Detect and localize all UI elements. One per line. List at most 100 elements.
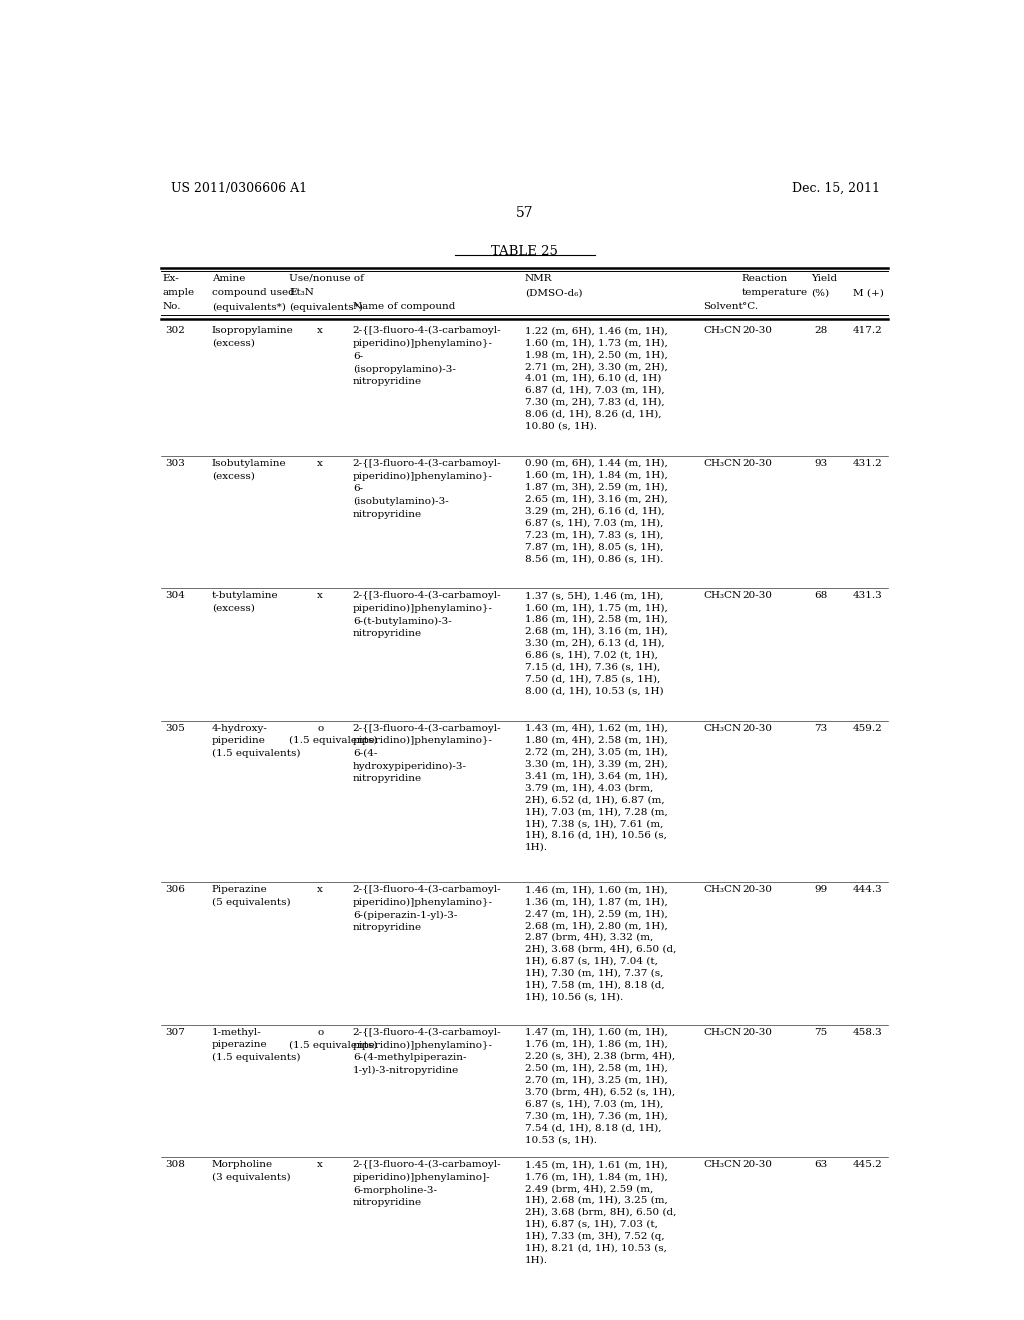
Text: 1-methyl-: 1-methyl- [212, 1028, 261, 1036]
Text: 3.70 (brm, 4H), 6.52 (s, 1H),: 3.70 (brm, 4H), 6.52 (s, 1H), [524, 1088, 675, 1097]
Text: x: x [317, 459, 324, 467]
Text: °C.: °C. [741, 302, 758, 312]
Text: o: o [317, 1028, 324, 1036]
Text: 99: 99 [814, 886, 827, 894]
Text: 1H).: 1H). [524, 1255, 548, 1265]
Text: x: x [317, 886, 324, 894]
Text: (excess): (excess) [212, 603, 255, 612]
Text: piperidino)]phenylamino}-: piperidino)]phenylamino}- [352, 1040, 493, 1049]
Text: 7.50 (d, 1H), 7.85 (s, 1H),: 7.50 (d, 1H), 7.85 (s, 1H), [524, 675, 660, 684]
Text: 6-(t-butylamino)-3-: 6-(t-butylamino)-3- [352, 616, 452, 626]
Text: 20-30: 20-30 [742, 459, 772, 467]
Text: 1H), 8.21 (d, 1H), 10.53 (s,: 1H), 8.21 (d, 1H), 10.53 (s, [524, 1243, 667, 1253]
Text: 7.23 (m, 1H), 7.83 (s, 1H),: 7.23 (m, 1H), 7.83 (s, 1H), [524, 531, 664, 540]
Text: Isobutylamine: Isobutylamine [212, 459, 287, 467]
Text: 2.50 (m, 1H), 2.58 (m, 1H),: 2.50 (m, 1H), 2.58 (m, 1H), [524, 1064, 668, 1073]
Text: 1H), 6.87 (s, 1H), 7.04 (t,: 1H), 6.87 (s, 1H), 7.04 (t, [524, 957, 657, 966]
Text: 2-{[3-fluoro-4-(3-carbamoyl-: 2-{[3-fluoro-4-(3-carbamoyl- [352, 886, 502, 895]
Text: (%): (%) [812, 288, 829, 297]
Text: 444.3: 444.3 [853, 886, 883, 894]
Text: (1.5 equivalents): (1.5 equivalents) [212, 748, 300, 758]
Text: 1H), 7.30 (m, 1H), 7.37 (s,: 1H), 7.30 (m, 1H), 7.37 (s, [524, 969, 664, 978]
Text: 8.00 (d, 1H), 10.53 (s, 1H): 8.00 (d, 1H), 10.53 (s, 1H) [524, 686, 664, 696]
Text: 1H), 6.87 (s, 1H), 7.03 (t,: 1H), 6.87 (s, 1H), 7.03 (t, [524, 1220, 657, 1229]
Text: piperazine: piperazine [212, 1040, 267, 1049]
Text: 445.2: 445.2 [853, 1160, 883, 1170]
Text: 6-: 6- [352, 484, 362, 494]
Text: NMR: NMR [524, 275, 552, 282]
Text: 2.65 (m, 1H), 3.16 (m, 2H),: 2.65 (m, 1H), 3.16 (m, 2H), [524, 495, 668, 503]
Text: 8.06 (d, 1H), 8.26 (d, 1H),: 8.06 (d, 1H), 8.26 (d, 1H), [524, 409, 662, 418]
Text: temperature: temperature [741, 288, 808, 297]
Text: 1.45 (m, 1H), 1.61 (m, 1H),: 1.45 (m, 1H), 1.61 (m, 1H), [524, 1160, 668, 1170]
Text: 1.22 (m, 6H), 1.46 (m, 1H),: 1.22 (m, 6H), 1.46 (m, 1H), [524, 326, 668, 335]
Text: 3.29 (m, 2H), 6.16 (d, 1H),: 3.29 (m, 2H), 6.16 (d, 1H), [524, 507, 665, 515]
Text: piperidino)]phenylamino}-: piperidino)]phenylamino}- [352, 471, 493, 480]
Text: 57: 57 [516, 206, 534, 220]
Text: nitropyridine: nitropyridine [352, 924, 422, 932]
Text: 1.60 (m, 1H), 1.73 (m, 1H),: 1.60 (m, 1H), 1.73 (m, 1H), [524, 338, 668, 347]
Text: 431.2: 431.2 [853, 459, 883, 467]
Text: 6.87 (s, 1H), 7.03 (m, 1H),: 6.87 (s, 1H), 7.03 (m, 1H), [524, 1100, 664, 1109]
Text: 1.86 (m, 1H), 2.58 (m, 1H),: 1.86 (m, 1H), 2.58 (m, 1H), [524, 615, 668, 624]
Text: 28: 28 [814, 326, 827, 335]
Text: 7.30 (m, 1H), 7.36 (m, 1H),: 7.30 (m, 1H), 7.36 (m, 1H), [524, 1111, 668, 1121]
Text: 302: 302 [165, 326, 185, 335]
Text: 20-30: 20-30 [742, 886, 772, 894]
Text: x: x [317, 1160, 324, 1170]
Text: 1.60 (m, 1H), 1.75 (m, 1H),: 1.60 (m, 1H), 1.75 (m, 1H), [524, 603, 668, 612]
Text: 6.86 (s, 1H), 7.02 (t, 1H),: 6.86 (s, 1H), 7.02 (t, 1H), [524, 651, 657, 660]
Text: Et₃N: Et₃N [289, 288, 314, 297]
Text: 2.68 (m, 1H), 3.16 (m, 1H),: 2.68 (m, 1H), 3.16 (m, 1H), [524, 627, 668, 636]
Text: 1H), 10.56 (s, 1H).: 1H), 10.56 (s, 1H). [524, 993, 623, 1002]
Text: 3.30 (m, 1H), 3.39 (m, 2H),: 3.30 (m, 1H), 3.39 (m, 2H), [524, 759, 668, 768]
Text: 75: 75 [814, 1028, 827, 1036]
Text: 20-30: 20-30 [742, 1028, 772, 1036]
Text: (equivalents*): (equivalents*) [212, 302, 286, 312]
Text: 73: 73 [814, 723, 827, 733]
Text: 1.46 (m, 1H), 1.60 (m, 1H),: 1.46 (m, 1H), 1.60 (m, 1H), [524, 886, 668, 894]
Text: 20-30: 20-30 [742, 1160, 772, 1170]
Text: 1H), 7.03 (m, 1H), 7.28 (m,: 1H), 7.03 (m, 1H), 7.28 (m, [524, 807, 668, 816]
Text: (excess): (excess) [212, 339, 255, 348]
Text: nitropyridine: nitropyridine [352, 378, 422, 385]
Text: (5 equivalents): (5 equivalents) [212, 898, 291, 907]
Text: hydroxypiperidino)-3-: hydroxypiperidino)-3- [352, 762, 467, 771]
Text: Use/nonuse of: Use/nonuse of [289, 275, 365, 282]
Text: 1H), 7.33 (m, 3H), 7.52 (q,: 1H), 7.33 (m, 3H), 7.52 (q, [524, 1232, 665, 1241]
Text: Reaction: Reaction [741, 275, 788, 282]
Text: 2.49 (brm, 4H), 2.59 (m,: 2.49 (brm, 4H), 2.59 (m, [524, 1184, 653, 1193]
Text: 6.87 (d, 1H), 7.03 (m, 1H),: 6.87 (d, 1H), 7.03 (m, 1H), [524, 385, 665, 395]
Text: Yield: Yield [812, 275, 838, 282]
Text: (isopropylamino)-3-: (isopropylamino)-3- [352, 364, 456, 374]
Text: 307: 307 [165, 1028, 185, 1036]
Text: o: o [317, 723, 324, 733]
Text: CH₃CN: CH₃CN [703, 723, 741, 733]
Text: (excess): (excess) [212, 471, 255, 480]
Text: 20-30: 20-30 [742, 591, 772, 601]
Text: (equivalents*): (equivalents*) [289, 302, 364, 312]
Text: x: x [317, 591, 324, 601]
Text: 8.56 (m, 1H), 0.86 (s, 1H).: 8.56 (m, 1H), 0.86 (s, 1H). [524, 554, 664, 564]
Text: 7.54 (d, 1H), 8.18 (d, 1H),: 7.54 (d, 1H), 8.18 (d, 1H), [524, 1123, 662, 1133]
Text: 3.79 (m, 1H), 4.03 (brm,: 3.79 (m, 1H), 4.03 (brm, [524, 783, 653, 792]
Text: (1.5 equivalents): (1.5 equivalents) [289, 737, 378, 746]
Text: piperidino)]phenylamino}-: piperidino)]phenylamino}- [352, 898, 493, 907]
Text: piperidine: piperidine [212, 737, 265, 746]
Text: 2-{[3-fluoro-4-(3-carbamoyl-: 2-{[3-fluoro-4-(3-carbamoyl- [352, 591, 502, 601]
Text: nitropyridine: nitropyridine [352, 630, 422, 639]
Text: 459.2: 459.2 [853, 723, 883, 733]
Text: 2.87 (brm, 4H), 3.32 (m,: 2.87 (brm, 4H), 3.32 (m, [524, 933, 653, 942]
Text: TABLE 25: TABLE 25 [492, 244, 558, 257]
Text: CH₃CN: CH₃CN [703, 591, 741, 601]
Text: 431.3: 431.3 [853, 591, 883, 601]
Text: Solvent: Solvent [703, 302, 742, 312]
Text: 2-{[3-fluoro-4-(3-carbamoyl-: 2-{[3-fluoro-4-(3-carbamoyl- [352, 1028, 502, 1036]
Text: 6-(piperazin-1-yl)-3-: 6-(piperazin-1-yl)-3- [352, 911, 457, 920]
Text: 20-30: 20-30 [742, 723, 772, 733]
Text: piperidino)]phenylamino]-: piperidino)]phenylamino]- [352, 1173, 490, 1181]
Text: 2-{[3-fluoro-4-(3-carbamoyl-: 2-{[3-fluoro-4-(3-carbamoyl- [352, 723, 502, 733]
Text: 4-hydroxy-: 4-hydroxy- [212, 723, 267, 733]
Text: 1H), 8.16 (d, 1H), 10.56 (s,: 1H), 8.16 (d, 1H), 10.56 (s, [524, 832, 667, 840]
Text: (1.5 equivalents): (1.5 equivalents) [289, 1040, 378, 1049]
